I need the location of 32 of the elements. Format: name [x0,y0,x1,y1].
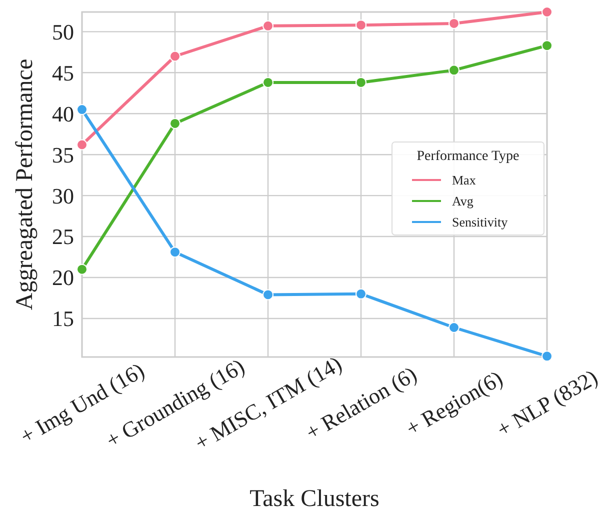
point [262,289,274,300]
point [170,246,180,258]
y-tick-label: 35 [52,142,74,168]
legend-label: Avg [452,194,474,209]
point [76,264,88,275]
point [542,40,552,52]
point [448,18,460,29]
point [542,6,552,18]
point [170,50,180,62]
y-tick-label: 25 [52,224,74,250]
y-tick-label: 30 [52,183,74,208]
y-tick-label: 15 [52,306,74,332]
legend-label: Sensitivity [452,214,508,230]
y-tick-label: 20 [52,265,74,290]
point [262,76,274,88]
legend-label: Max [452,172,476,188]
point [356,76,366,88]
point [76,139,88,150]
point [542,350,552,362]
point [356,288,366,300]
point [262,20,274,32]
x-axis-title: Task Clusters [250,486,380,512]
point [170,118,180,129]
y-tick-label: 50 [52,19,74,44]
y-tick-label: 45 [52,60,74,86]
legend-title: Performance Type [416,149,520,164]
point [448,64,460,76]
point [356,20,366,31]
y-tick-label: 40 [52,101,74,126]
point [448,322,460,333]
y-axis-title: Aggreagated Performance [12,58,38,310]
point [76,104,88,116]
